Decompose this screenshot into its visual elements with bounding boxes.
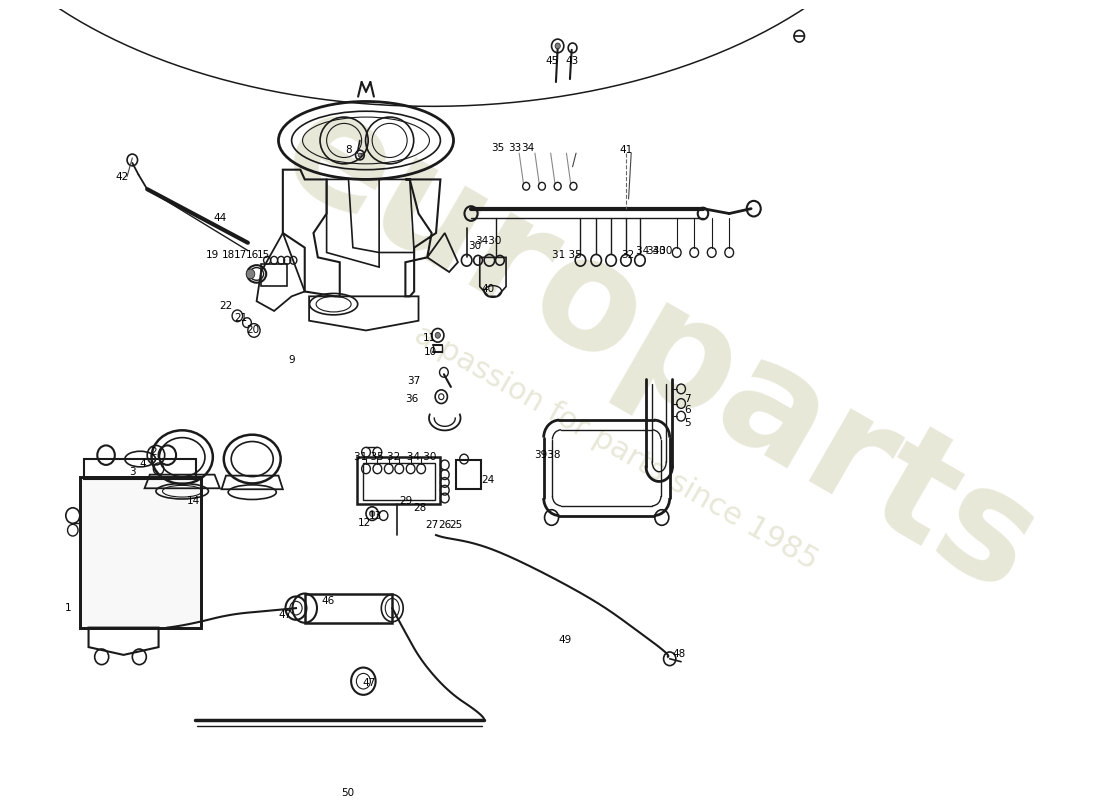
Bar: [85, 459, 196, 478]
Text: 17: 17: [233, 250, 246, 261]
Bar: [456, 460, 481, 490]
Text: 45: 45: [546, 55, 559, 66]
Bar: [80, 477, 200, 628]
Text: 42: 42: [116, 171, 129, 182]
Text: 9: 9: [288, 354, 295, 365]
Text: 7: 7: [684, 394, 691, 404]
Text: 18: 18: [222, 250, 235, 261]
Text: 3430: 3430: [475, 236, 502, 246]
Text: 13: 13: [368, 510, 383, 521]
Text: 19: 19: [206, 250, 220, 261]
Circle shape: [436, 332, 440, 338]
Text: 24: 24: [481, 474, 494, 485]
Text: 10: 10: [424, 347, 437, 357]
Text: 34 30: 34 30: [636, 246, 666, 255]
Text: 31 35 32  34 30: 31 35 32 34 30: [354, 452, 436, 462]
Text: 40: 40: [481, 283, 494, 294]
Text: 21: 21: [234, 313, 248, 322]
Bar: [363, 463, 436, 500]
Text: 22: 22: [219, 301, 232, 311]
Text: 44: 44: [213, 214, 227, 223]
Text: 47: 47: [362, 678, 375, 688]
Text: 47: 47: [278, 610, 292, 620]
Text: 41: 41: [619, 145, 632, 155]
Text: 5: 5: [684, 418, 691, 428]
Text: 28: 28: [412, 502, 426, 513]
Text: 36: 36: [405, 394, 418, 404]
Text: 27: 27: [425, 520, 438, 530]
Text: 37: 37: [407, 376, 421, 386]
Text: 30: 30: [468, 241, 481, 250]
Bar: [305, 594, 393, 622]
Text: 49: 49: [559, 635, 572, 646]
Text: 11: 11: [424, 334, 437, 343]
Circle shape: [556, 43, 560, 49]
Text: 6: 6: [684, 406, 691, 415]
Text: 1: 1: [65, 603, 72, 613]
Text: 46: 46: [321, 596, 336, 606]
Bar: [261, 264, 287, 286]
Text: 3938: 3938: [534, 450, 560, 460]
Text: 33: 33: [508, 143, 521, 154]
Text: 48: 48: [673, 649, 686, 659]
Text: 32: 32: [621, 250, 635, 261]
Bar: [358, 457, 440, 504]
Text: europarts: europarts: [256, 74, 1063, 626]
Circle shape: [370, 510, 375, 517]
Text: 25: 25: [450, 520, 463, 530]
Text: 16: 16: [245, 250, 258, 261]
Text: 14: 14: [187, 496, 200, 506]
Text: 20: 20: [246, 326, 260, 335]
Text: 43: 43: [565, 55, 579, 66]
Text: 34: 34: [521, 143, 535, 154]
Text: 3430: 3430: [646, 246, 672, 255]
Text: 50: 50: [341, 788, 354, 798]
Circle shape: [246, 269, 255, 279]
Text: a passion for parts since 1985: a passion for parts since 1985: [408, 319, 823, 575]
Text: 3: 3: [129, 466, 135, 477]
Text: 4: 4: [140, 459, 146, 469]
Text: 26: 26: [438, 520, 451, 530]
Text: 35: 35: [491, 143, 504, 154]
Bar: [80, 477, 200, 628]
Text: 31 35: 31 35: [552, 250, 582, 261]
Circle shape: [359, 153, 362, 157]
Text: 15: 15: [257, 250, 271, 261]
Text: 29: 29: [399, 496, 412, 506]
Text: 8: 8: [345, 145, 352, 155]
Text: 2: 2: [150, 447, 156, 458]
Text: 12: 12: [358, 518, 371, 528]
